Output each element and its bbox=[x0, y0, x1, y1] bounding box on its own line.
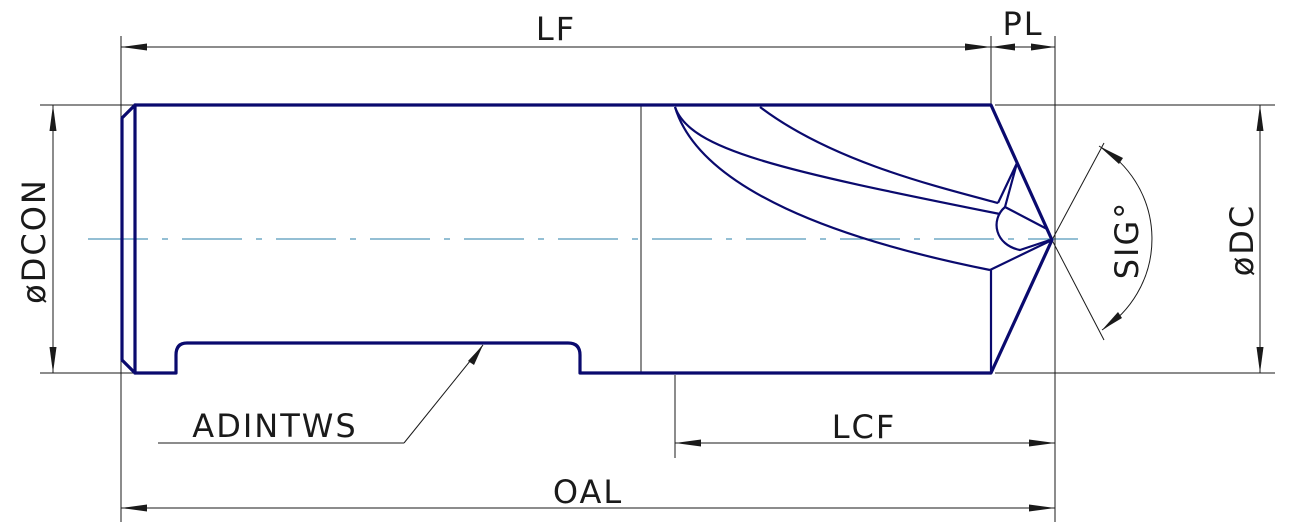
drill-body bbox=[120, 103, 1054, 375]
extension-lines bbox=[40, 36, 1275, 522]
flute-details bbox=[673, 106, 1053, 373]
adintws-leader: ADINTWS bbox=[158, 344, 484, 445]
lcf-label: LCF bbox=[832, 408, 897, 446]
lf-dimension: LF bbox=[121, 10, 991, 51]
lf-label: LF bbox=[536, 10, 576, 48]
dc-label: øDC bbox=[1223, 204, 1261, 277]
pl-label: PL bbox=[1002, 5, 1043, 43]
pl-dimension: PL bbox=[991, 5, 1055, 51]
lcf-dimension: LCF bbox=[675, 408, 1055, 447]
sig-dimension: SIG° bbox=[1051, 142, 1153, 341]
adintws-label: ADINTWS bbox=[192, 407, 357, 445]
sig-label: SIG° bbox=[1108, 201, 1146, 280]
dc-dimension: øDC bbox=[1223, 105, 1264, 373]
dcon-dimension: øDCON bbox=[15, 105, 57, 373]
dcon-label: øDCON bbox=[15, 178, 53, 304]
oal-dimension: OAL bbox=[121, 473, 1055, 512]
oal-label: OAL bbox=[553, 473, 623, 511]
